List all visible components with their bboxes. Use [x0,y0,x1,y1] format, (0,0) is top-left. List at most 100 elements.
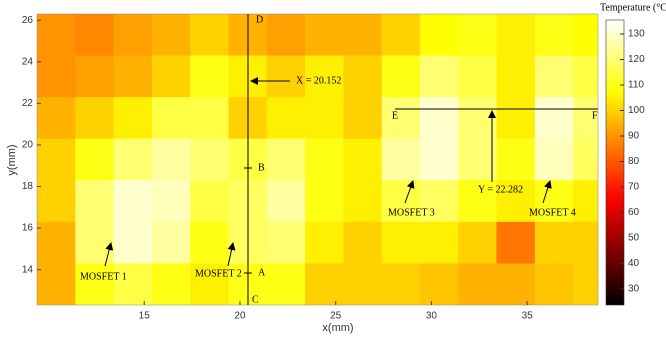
heat-cell [343,180,382,222]
heat-cell [343,139,382,181]
heat-cell [37,263,76,305]
heat-cell [535,97,574,139]
annotation: B [258,162,265,173]
heat-cell [152,222,191,264]
heat-cell [152,263,191,305]
annotation: E [392,110,398,121]
chart: x(mm) y(mm) Temperature (°C) 15202530351… [0,0,666,339]
heat-cell [458,14,497,56]
y-tick-label: 24 [22,56,34,67]
colorbar-tick-label: 50 [628,233,640,244]
y-axis-label: y(mm) [6,144,18,175]
heat-cell [382,222,421,264]
heat-cell [190,14,229,56]
heat-cell [190,97,229,139]
heat-cell [343,222,382,264]
heat-cell [305,139,344,181]
heat-cell [535,56,574,98]
heat-cell [152,139,191,181]
heat-cell [458,222,497,264]
y-tick-label: 26 [22,15,34,26]
colorbar-tick-label: 80 [628,156,640,167]
heat-cell [535,263,574,305]
heat-cell [420,56,459,98]
annotation: MOSFET 1 [80,271,127,282]
heat-cell [382,263,421,305]
heat-cell [535,222,574,264]
heat-cell [267,14,306,56]
heat-cell [75,56,114,98]
heat-cell [497,139,536,181]
colorbar-tick-label: 130 [628,29,645,40]
colorbar-tick-label: 60 [628,207,640,218]
heat-cell [497,97,536,139]
heat-cell [382,56,421,98]
heat-cell [458,263,497,305]
x-tick-label: 15 [139,311,151,322]
heat-cell [114,222,153,264]
heat-cell [382,139,421,181]
x-tick-label: 30 [426,311,438,322]
heat-cell [343,56,382,98]
heat-cell [37,97,76,139]
heat-cell [458,97,497,139]
heat-cell [420,97,459,139]
y-tick-label: 18 [22,181,34,192]
y-tick-label: 16 [22,223,34,234]
heat-cell [535,139,574,181]
heat-cell [114,56,153,98]
heat-cell [305,14,344,56]
annotation: D [256,14,263,25]
colorbar-tick-label: 70 [628,182,640,193]
heat-cell [37,222,76,264]
y-tick-label: 14 [22,264,34,275]
colorbar-tick-label: 90 [628,131,640,142]
heat-cell [190,180,229,222]
heat-cell [190,56,229,98]
heat-cell [420,222,459,264]
heat-cell [420,14,459,56]
annotation: A [258,267,266,278]
heat-cell [114,14,153,56]
colorbar-tick-label: 110 [628,80,644,91]
colorbar [606,20,624,305]
heat-cell [458,139,497,181]
heat-cell [267,139,306,181]
heat-cell [497,222,536,264]
x-tick-label: 35 [522,311,534,322]
colorbar-title: Temperature (°C) [600,2,666,13]
heat-cell [343,263,382,305]
colorbar-tick-label: 30 [628,284,640,295]
heat-cell [305,97,344,139]
heat-cell [152,14,191,56]
heat-cell [497,56,536,98]
heat-cell [343,14,382,56]
annotation: MOSFET 4 [529,207,576,218]
heat-cell [420,263,459,305]
x-axis-label: x(mm) [322,322,353,334]
heat-cell [267,97,306,139]
heat-cell [75,97,114,139]
heat-cell [343,97,382,139]
annotation: Y = 22.282 [478,184,523,195]
heat-cell [497,263,536,305]
heat-cell [267,180,306,222]
annotation: F [592,110,598,121]
annotation: MOSFET 2 [195,268,242,279]
heat-cell [267,222,306,264]
y-tick-label: 22 [22,98,34,109]
heat-cell [114,180,153,222]
heat-cell [382,14,421,56]
y-tick-label: 20 [22,140,34,151]
heat-cell [75,139,114,181]
annotation: C [252,294,259,305]
heat-cell [152,56,191,98]
heat-cell [458,56,497,98]
heat-cell [152,180,191,222]
heat-cell [420,139,459,181]
heat-cell [382,97,421,139]
heat-cell [190,139,229,181]
heat-cell [305,263,344,305]
colorbar-tick-label: 120 [628,54,645,65]
heat-cell [75,180,114,222]
